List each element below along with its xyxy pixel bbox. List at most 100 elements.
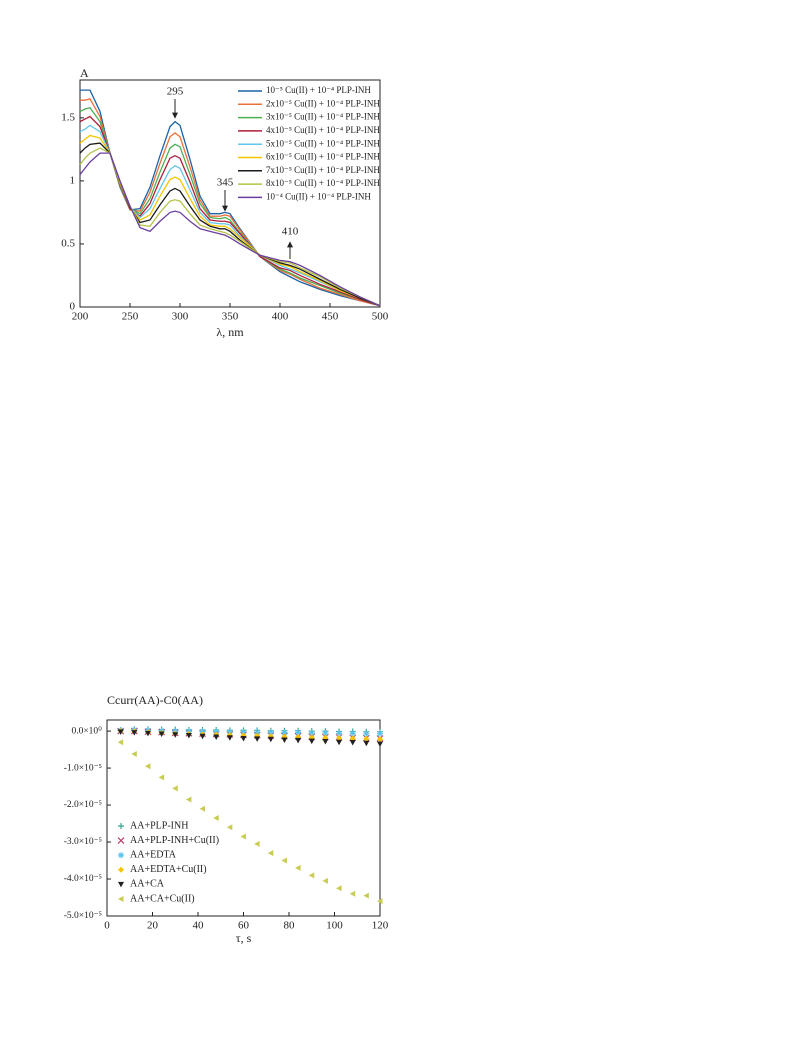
legend-label: 3x10⁻⁵ Cu(II) + 10⁻⁴ PLP-INH: [266, 112, 380, 122]
point: [131, 751, 137, 758]
point: [267, 729, 274, 736]
point: [213, 815, 219, 821]
point: [336, 739, 343, 746]
point: [172, 732, 179, 738]
point: [226, 824, 233, 831]
legend-swatch: [118, 823, 124, 829]
point: [199, 805, 206, 812]
point: [226, 735, 233, 741]
x-tick-label: 20: [147, 920, 159, 932]
y-tick-label: -1.0×10⁻⁵: [64, 763, 102, 773]
annotation: 345: [217, 177, 234, 189]
legend-label: 6x10⁻⁵ Cu(II) + 10⁻⁴ PLP-INH: [266, 152, 380, 162]
point: [281, 729, 288, 736]
legend-label: 2x10⁻⁵ Cu(II) + 10⁻⁴ PLP-INH: [266, 98, 380, 108]
point: [322, 729, 329, 736]
point: [117, 739, 124, 746]
point: [131, 730, 138, 736]
point: [363, 740, 370, 747]
point: [322, 877, 328, 884]
x-tick-label: 60: [238, 920, 250, 932]
x-tick-label: 200: [72, 311, 89, 323]
point: [295, 737, 302, 744]
y-tick-label: 0: [70, 301, 76, 313]
point: [336, 735, 343, 742]
x-tick-label: 100: [326, 920, 343, 932]
x-tick-label: 500: [372, 311, 389, 323]
legend-swatch: [118, 852, 124, 859]
point: [295, 729, 302, 736]
point: [281, 857, 287, 864]
x-axis-label: λ, nm: [216, 325, 244, 339]
y-tick-label: 1: [70, 174, 76, 186]
legend-label: AA+PLP-INH+Cu(II): [130, 835, 219, 846]
y-tick-label: -2.0×10⁻⁵: [64, 800, 102, 810]
annotation: 410: [282, 226, 299, 238]
point: [377, 736, 383, 743]
legend-label: 7x10⁻⁵ Cu(II) + 10⁻⁴ PLP-INH: [266, 165, 380, 175]
x-tick-label: 300: [172, 311, 189, 323]
point: [377, 741, 383, 748]
y-tick-label: -5.0×10⁻⁵: [64, 911, 102, 921]
x-axis-label: τ, s: [236, 931, 252, 945]
legend-swatch: [118, 896, 124, 902]
point: [363, 892, 369, 899]
y-tick-label: 0.5: [61, 237, 75, 249]
y-axis-label: Ccurr(AA)-C0(AA): [107, 693, 203, 707]
y-tick-label: -3.0×10⁻⁵: [64, 837, 102, 847]
x-tick-label: 0: [104, 920, 110, 932]
x-tick-label: 40: [193, 920, 205, 932]
y-tick-label: -4.0×10⁻⁵: [64, 874, 102, 884]
point: [363, 730, 370, 737]
x-tick-label: 120: [372, 920, 389, 932]
point: [377, 730, 383, 737]
point: [213, 734, 220, 741]
point: [295, 864, 301, 871]
legend-label: 4x10⁻⁵ Cu(II) + 10⁻⁴ PLP-INH: [266, 125, 380, 135]
point: [213, 728, 220, 735]
point: [336, 730, 343, 737]
point: [185, 733, 192, 739]
point: [363, 735, 370, 742]
legend-label: AA+CA: [130, 879, 165, 890]
legend-swatch: [118, 881, 124, 888]
point: [336, 885, 342, 892]
point: [240, 728, 247, 735]
x-tick-label: 80: [284, 920, 296, 932]
point: [267, 850, 274, 857]
legend-label: AA+PLP-INH: [130, 820, 188, 831]
y-tick-label: 0.0×10⁰: [71, 725, 102, 736]
point: [308, 729, 315, 736]
legend-label: 10⁻⁴ Cu(II) + 10⁻⁴ PLP-INH: [266, 191, 371, 201]
point: [254, 729, 261, 736]
point: [185, 796, 192, 803]
point: [226, 728, 233, 735]
point: [349, 740, 356, 746]
point: [377, 898, 383, 905]
point: [199, 733, 206, 740]
point: [117, 729, 124, 735]
point: [349, 735, 356, 742]
annotation: 295: [167, 86, 184, 98]
point: [254, 840, 260, 847]
point: [158, 731, 165, 738]
y-tick-label: 1.5: [61, 111, 75, 123]
x-tick-label: 450: [322, 311, 339, 323]
point: [267, 736, 274, 743]
legend-label: 8x10⁻⁵ Cu(II) + 10⁻⁴ PLP-INH: [266, 178, 380, 188]
x-tick-label: 350: [222, 311, 239, 323]
point: [144, 730, 151, 737]
point: [240, 735, 247, 742]
point: [349, 730, 356, 737]
legend-label: AA+CA+Cu(II): [130, 893, 195, 904]
point: [144, 763, 151, 770]
legend-label: AA+EDTA: [130, 849, 177, 860]
series-line: [79, 152, 381, 307]
legend-label: 5x10⁻⁵ Cu(II) + 10⁻⁴ PLP-INH: [266, 138, 380, 148]
x-tick-label: 250: [122, 311, 139, 323]
point: [240, 833, 246, 840]
point: [281, 737, 288, 743]
point: [322, 738, 329, 745]
point: [349, 890, 356, 897]
